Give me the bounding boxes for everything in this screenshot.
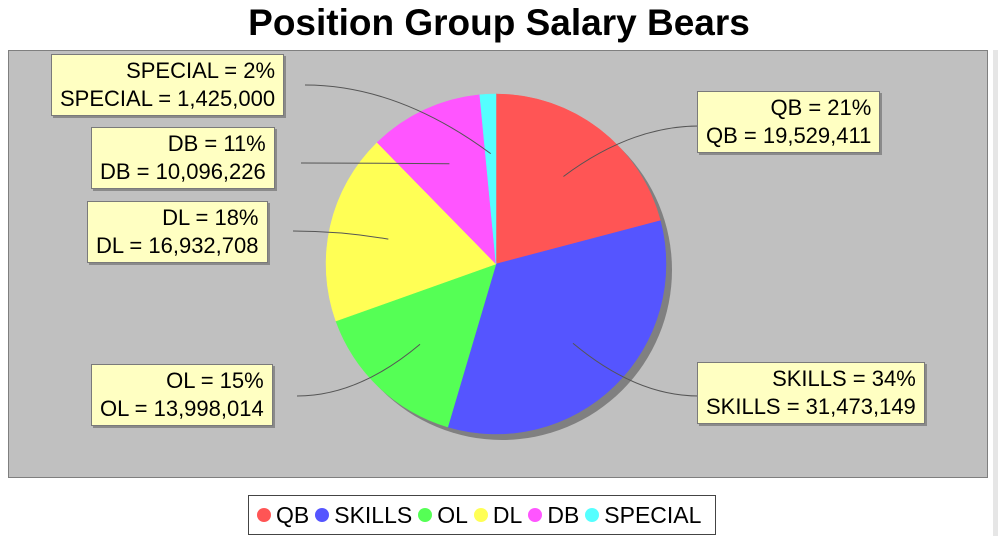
label-special: SPECIAL = 2% SPECIAL = 1,425,000: [51, 54, 285, 116]
pie-chart: [292, 84, 700, 440]
label-qb-percent: QB = 21%: [770, 95, 872, 120]
label-db-percent: DB = 11%: [167, 131, 266, 156]
legend-label-skills: SKILLS: [334, 501, 413, 528]
legend-swatch-dl: [473, 508, 488, 522]
legend-swatch-db: [528, 508, 543, 522]
leader-line-qb: [563, 125, 700, 177]
label-qb-value: QB = 19,529,411: [706, 123, 872, 148]
pie-slice-ol: [335, 263, 497, 428]
window-edge: [993, 50, 998, 536]
legend-item-db: DB: [528, 502, 579, 529]
label-db-value: DB = 10,096,226: [100, 159, 266, 184]
legend-label-dl: DL: [492, 501, 523, 528]
pie-slice-special: [479, 93, 497, 265]
label-dl-percent: DL = 18%: [162, 205, 259, 230]
pie-slice-qb: [495, 93, 661, 265]
legend-item-ol: OL: [418, 502, 468, 529]
legend-item-special: SPECIAL: [585, 502, 701, 529]
label-ol-percent: OL = 15%: [166, 368, 264, 393]
legend-swatch-special: [585, 508, 600, 522]
legend-swatch-skills: [315, 508, 330, 522]
legend-label-special: SPECIAL: [604, 501, 702, 528]
legend-item-dl: DL: [473, 501, 523, 529]
legend-item-skills: SKILLS: [315, 502, 412, 529]
legend: QB SKILLS OL DL DB SPECIAL: [248, 495, 717, 535]
label-ol-value: OL = 13,998,014: [100, 396, 264, 421]
legend-label-db: DB: [547, 501, 580, 528]
label-ol: OL = 15% OL = 13,998,014: [91, 364, 273, 426]
legend-label-qb: QB: [276, 501, 310, 528]
leader-line-special: [304, 84, 492, 155]
chart-title: Position Group Salary Bears: [248, 2, 750, 43]
leader-line-db: [300, 162, 450, 165]
label-special-percent: SPECIAL = 2%: [126, 58, 276, 83]
leader-line-dl: [292, 230, 389, 240]
legend-swatch-ol: [418, 508, 433, 522]
label-skills-value: SKILLS = 31,473,149: [706, 394, 916, 419]
plot-area: SPECIAL = 2% SPECIAL = 1,425,000 DB = 11…: [8, 50, 988, 478]
label-skills-percent: SKILLS = 34%: [772, 366, 916, 391]
label-dl-value: DL = 16,932,708: [96, 233, 259, 258]
label-special-value: SPECIAL = 1,425,000: [60, 86, 276, 111]
label-qb: QB = 21% QB = 19,529,411: [697, 91, 881, 153]
label-db: DB = 11% DB = 10,096,226: [91, 127, 275, 189]
leader-line-skills: [572, 342, 700, 397]
legend-label-ol: OL: [437, 501, 468, 528]
leader-line-ol: [296, 343, 421, 397]
label-dl: DL = 18% DL = 16,932,708: [87, 201, 268, 263]
pie-slice-skills: [447, 220, 667, 435]
legend-swatch-qb: [257, 508, 271, 522]
pie-slice-dl: [325, 142, 497, 322]
legend-item-qb: QB: [257, 502, 309, 529]
label-skills: SKILLS = 34% SKILLS = 31,473,149: [697, 362, 925, 424]
